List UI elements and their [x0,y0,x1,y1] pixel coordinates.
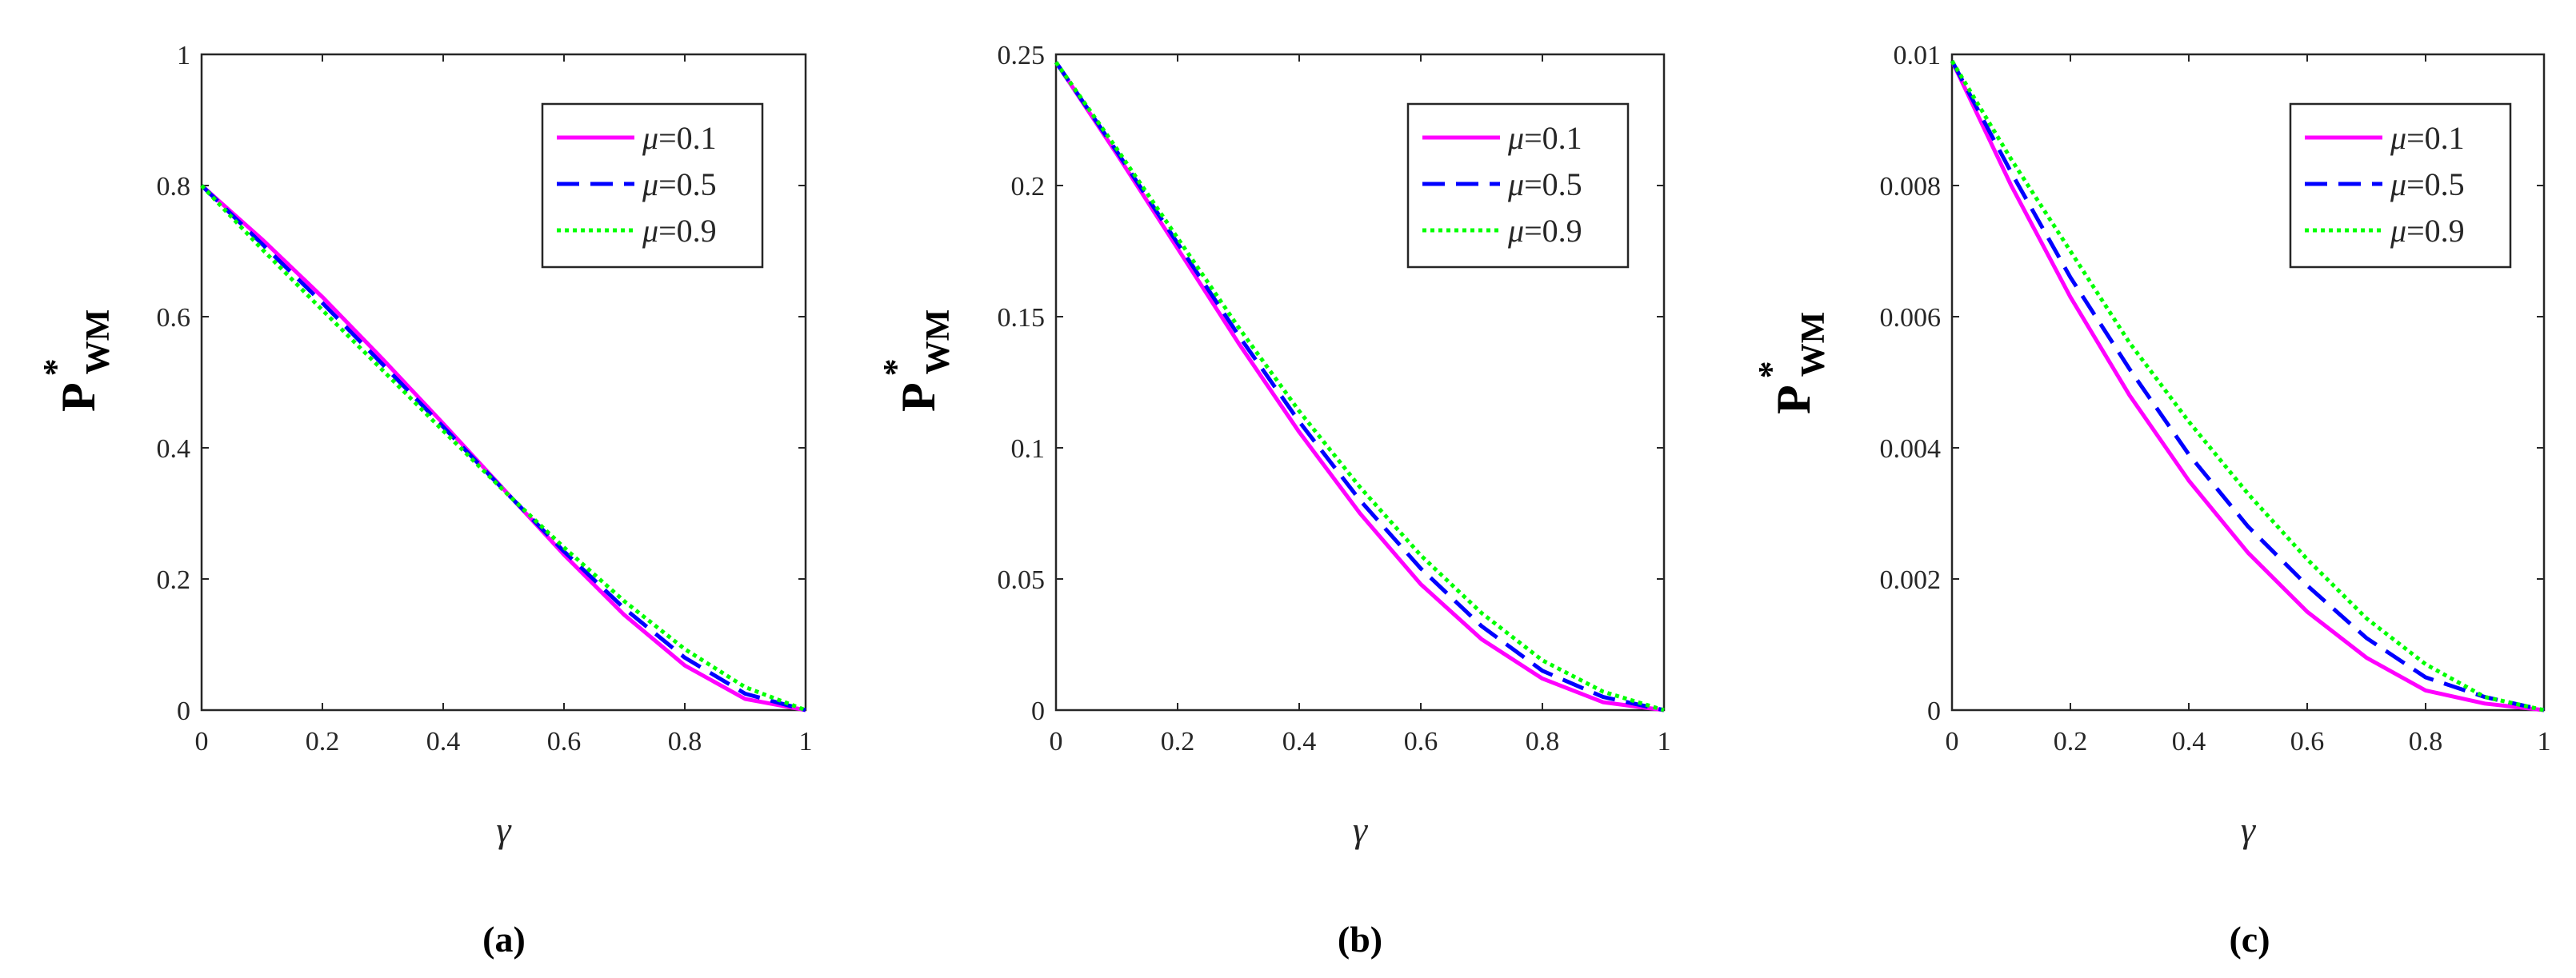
y-tick-label: 0.002 [1880,565,1942,595]
y-tick-label: 0.05 [998,565,1046,595]
y-tick-label: 0.008 [1880,172,1942,202]
legend-label: μ=0.1 [2390,120,2465,156]
series-line-mu-0-9 [1950,59,2545,713]
x-tick-label: 0 [1050,727,1063,756]
y-axis-label: P* WM [876,309,957,412]
chart-1: 0 0.2 0.4 0.6 0.8 100.20.40.60.81μ=0.1μ=0.5μ=… [36,41,813,960]
y-tick-label: 0 [1927,697,1941,726]
y-tick-label: 0.8 [157,172,191,202]
subfigure-caption: (c) [2229,919,2270,960]
y-tick-label: 0.2 [157,565,191,595]
series-line-mu-0-9 [1054,61,1665,713]
series-line-mu-0-5 [200,184,806,713]
x-axis-label: γ [496,809,512,850]
x-tick-label: 0.4 [2172,727,2206,756]
x-tick-label: 0 [195,727,209,756]
series-line-mu-0-1 [1950,60,2545,713]
x-tick-label: 0.8 [1526,727,1560,756]
x-tick-label: 1 [1658,727,1671,756]
x-tick-label: 0.2 [306,727,340,756]
x-tick-label: 0.4 [426,727,461,756]
x-tick-label: 0 [1946,727,1959,756]
series-line-mu-0-1 [200,184,806,713]
legend: μ=0.1 μ=0.5 μ=0.9 [1406,102,1630,269]
legend-label: μ=0.5 [2390,166,2465,202]
legend-label: μ=0.1 [642,120,717,156]
x-tick-label: 0.6 [547,727,582,756]
legend-label: μ=0.5 [642,166,717,202]
subfigure-caption: (b) [1338,919,1382,960]
legend-label: μ=0.1 [1507,120,1582,156]
y-tick-label: 0.6 [157,303,191,333]
chart-3: 0 0.2 0.4 0.6 0.8 1 0 0.002 0.004 0.006 0.008 0.01 μ… [1751,41,2551,960]
x-tick-label: 1 [799,727,813,756]
y-axis-label: P* WM [36,309,117,412]
series-line-mu-0-1 [1054,61,1665,713]
x-axis-label: γ [2241,809,2257,850]
y-tick-label: 0.25 [998,41,1046,70]
x-tick-label: 0.8 [2409,727,2443,756]
x-tick-label: 1 [2538,727,2551,756]
series-line-mu-0-5 [1054,61,1665,713]
chart-2: 0 0.2 0.4 0.6 0.8 100.050.10.150.20.25μ=0.1μ=… [876,41,1671,960]
series-line-mu-0-9 [200,184,806,713]
y-tick-label: 1 [177,41,190,70]
y-tick-label: 0 [177,697,190,726]
legend: μ=0.1 μ=0.5 μ=0.9 [2289,102,2512,269]
x-tick-label: 0.8 [668,727,702,756]
y-tick-label: 0.006 [1880,303,1942,333]
legend-label: μ=0.9 [2390,213,2465,249]
y-tick-label: 0.4 [157,434,191,464]
y-tick-label: 0.2 [1011,172,1046,202]
legend-label: μ=0.5 [1507,166,1582,202]
y-tick-label: 0.15 [998,303,1046,333]
y-tick-label: 0 [1031,697,1045,726]
y-axis-label: P* WM [1751,312,1832,414]
series-line-mu-0-5 [1950,60,2545,713]
x-tick-label: 0.6 [2290,727,2325,756]
x-tick-label: 0.2 [1161,727,1195,756]
legend: μ=0.1 μ=0.5 μ=0.9 [541,102,764,269]
legend-label: μ=0.9 [1507,213,1582,249]
legend-label: μ=0.9 [642,213,717,249]
x-tick-label: 0.4 [1282,727,1317,756]
y-tick-label: 0.004 [1880,434,1942,464]
y-tick-label: 0.1 [1011,434,1046,464]
x-tick-label: 0.2 [2054,727,2088,756]
y-tick-label: 0.01 [1894,41,1942,70]
x-tick-label: 0.6 [1404,727,1438,756]
subfigure-caption: (a) [482,919,526,960]
x-axis-label: γ [1353,809,1369,850]
